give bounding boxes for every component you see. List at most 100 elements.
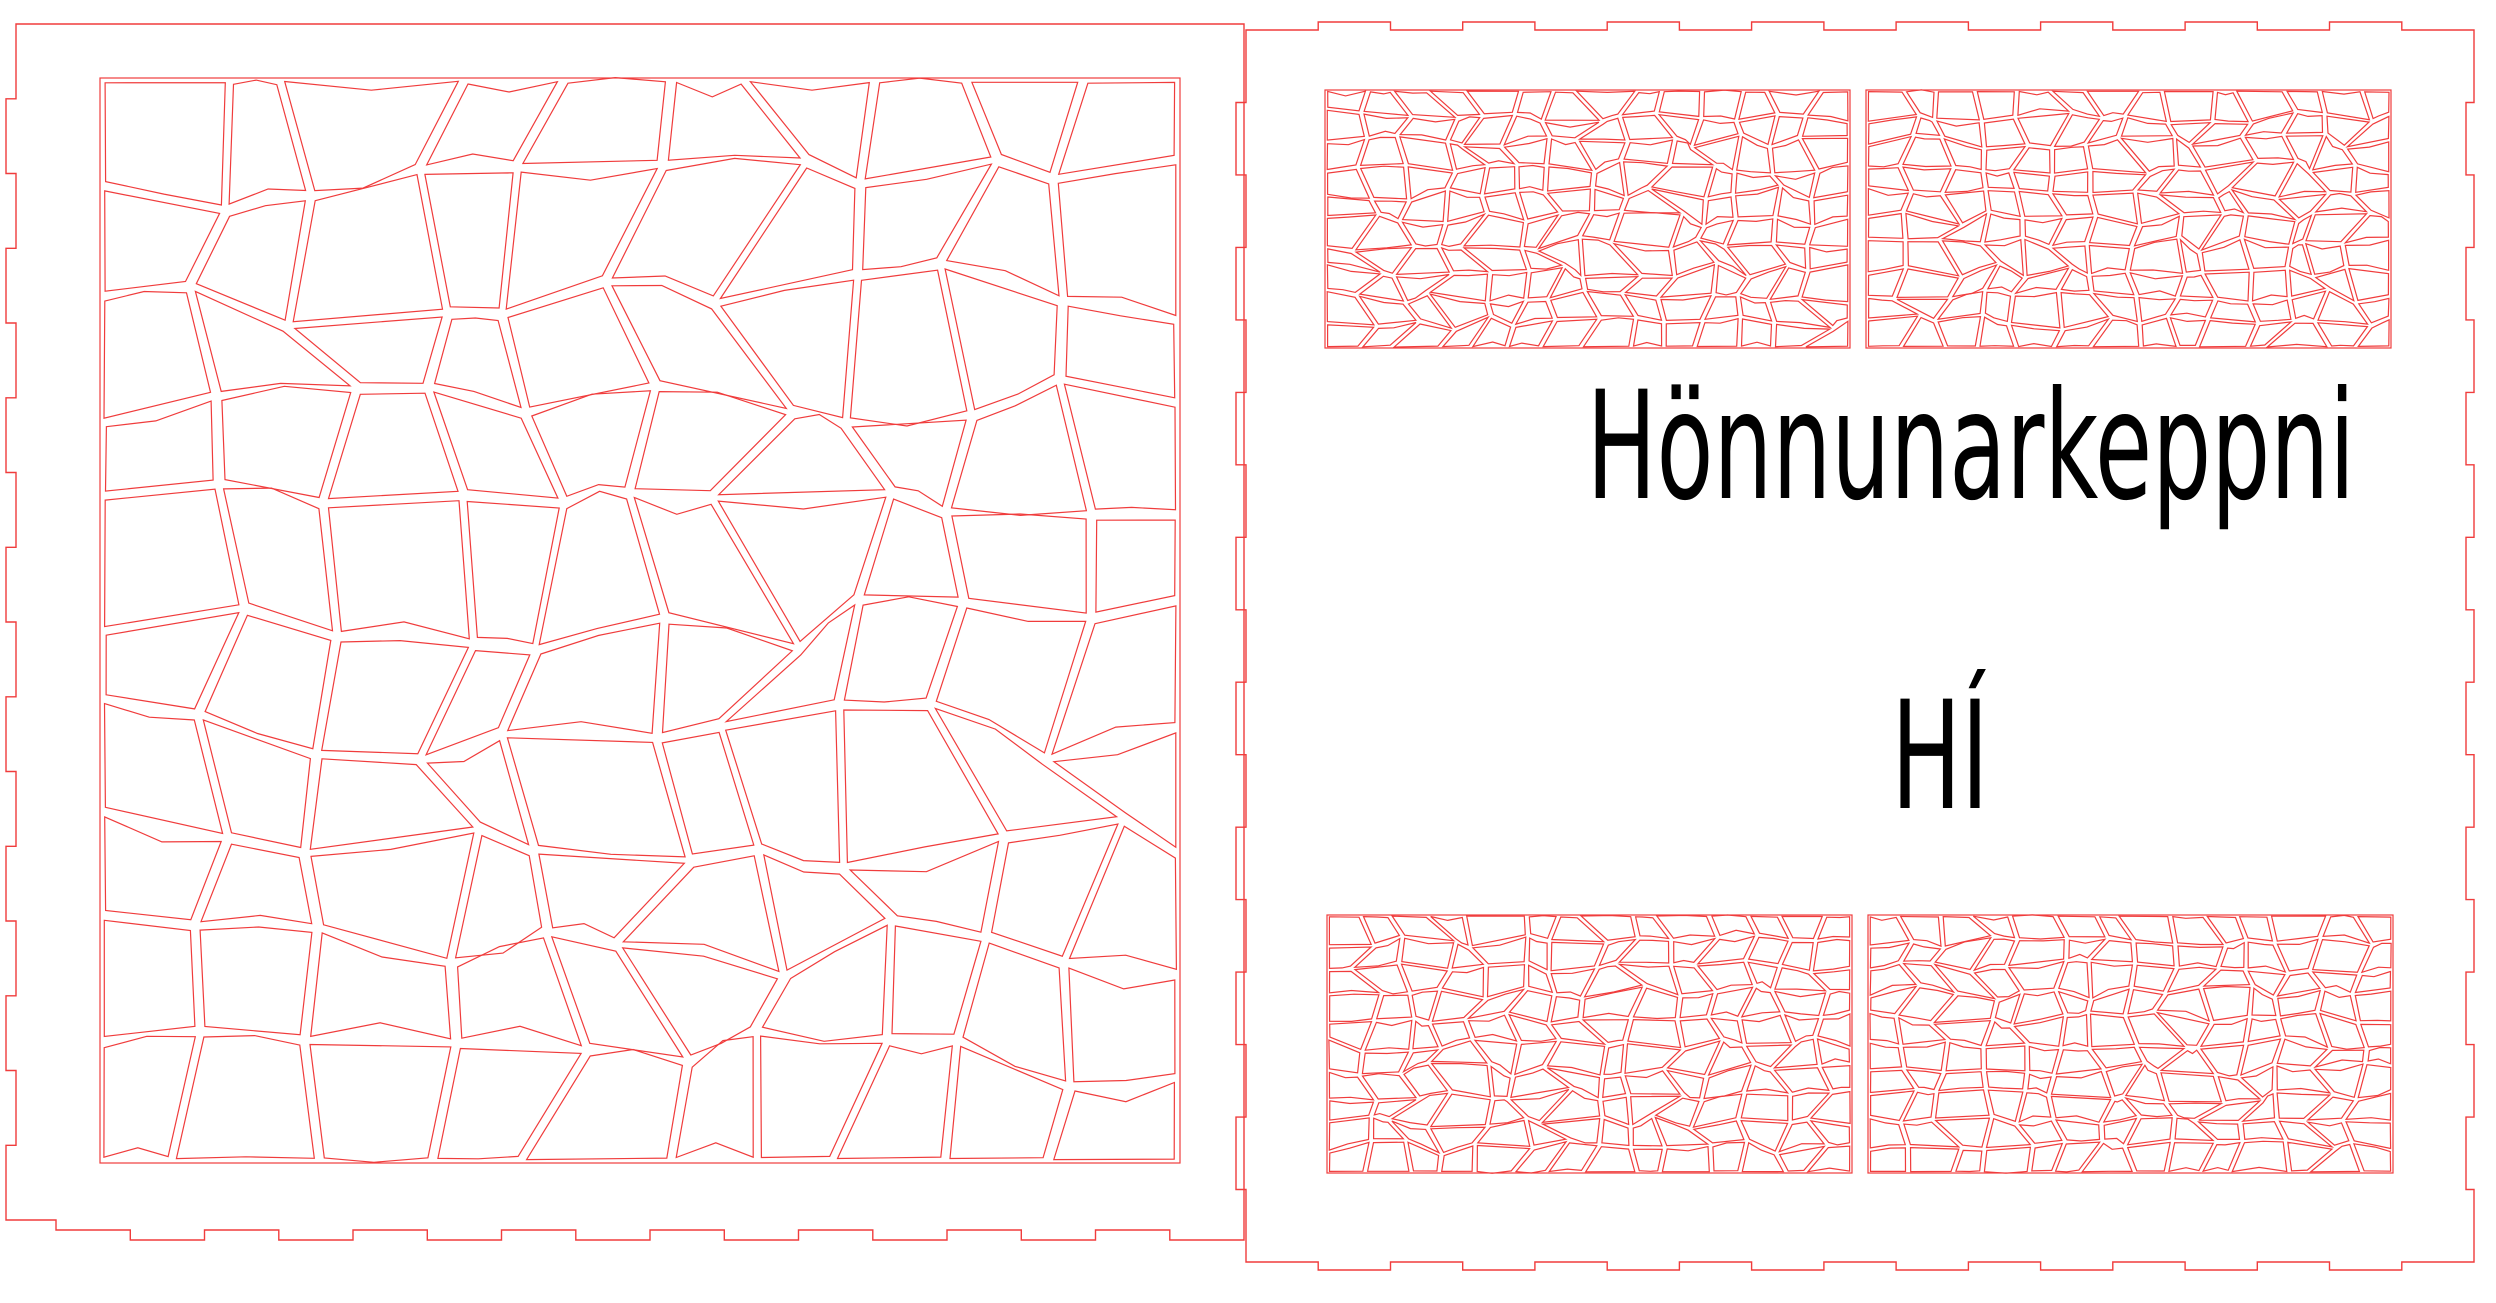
pattern-cell bbox=[2137, 192, 2181, 225]
pattern-cell bbox=[1936, 91, 1981, 121]
pattern-cell bbox=[538, 490, 661, 646]
pattern-cell bbox=[1441, 966, 1485, 998]
pattern-cell bbox=[103, 290, 212, 419]
pattern-cell bbox=[2200, 214, 2245, 252]
pattern-cell bbox=[1361, 321, 1417, 348]
pattern-cell bbox=[1940, 212, 1988, 243]
pattern-cell bbox=[1738, 91, 1776, 120]
pattern-cell bbox=[761, 924, 888, 1042]
pattern-cell bbox=[1363, 91, 1410, 117]
title-line-1: Hönnunarkeppni bbox=[1586, 360, 2356, 534]
pattern-cell bbox=[1584, 1146, 1636, 1173]
pattern-cell bbox=[1549, 291, 1598, 319]
pattern-cell bbox=[1489, 300, 1525, 324]
pattern-cell bbox=[2055, 317, 2111, 348]
pattern-cell bbox=[1741, 1141, 1785, 1173]
pattern-cell bbox=[1051, 605, 1177, 756]
pattern-cell bbox=[2058, 961, 2090, 999]
pattern-cell bbox=[424, 649, 531, 756]
pattern-cell bbox=[2124, 1096, 2174, 1118]
pattern-cell bbox=[1710, 1017, 1743, 1044]
pattern-cell bbox=[2050, 1070, 2112, 1099]
pattern-cell bbox=[1800, 298, 1848, 327]
pattern-cell bbox=[1984, 213, 2021, 243]
pattern-cell bbox=[1665, 321, 1701, 347]
pattern-cell bbox=[1972, 915, 2016, 939]
pattern-cell bbox=[1933, 1020, 1992, 1047]
pattern-cell bbox=[1693, 135, 1740, 171]
pattern-cell bbox=[1983, 118, 2026, 148]
pattern-cell bbox=[1549, 267, 1583, 299]
pattern-cell bbox=[1354, 215, 1413, 251]
pattern-cell bbox=[2209, 300, 2257, 323]
pattern-cell bbox=[1624, 1043, 1682, 1075]
pattern-cell bbox=[1672, 215, 1703, 248]
pattern-cell bbox=[2202, 985, 2251, 1022]
pattern-cell bbox=[327, 392, 459, 500]
pattern-cell bbox=[2270, 915, 2327, 942]
pattern-cell bbox=[1326, 264, 1382, 294]
pattern-cell bbox=[2204, 161, 2256, 195]
pattern-cell bbox=[1896, 298, 1949, 320]
pattern-cell bbox=[1768, 90, 1821, 115]
pattern-cell bbox=[1902, 1041, 1947, 1072]
pattern-cell bbox=[2031, 1142, 2064, 1172]
pattern-cell bbox=[2126, 91, 2168, 123]
pattern-cell bbox=[2247, 1018, 2281, 1043]
pattern-cell bbox=[1057, 81, 1176, 176]
pattern-cell bbox=[1983, 238, 2024, 277]
pattern-cell bbox=[1441, 315, 1490, 348]
pattern-cell bbox=[2007, 939, 2065, 967]
pattern-cell bbox=[2103, 1117, 2138, 1145]
pattern-cell bbox=[2317, 290, 2369, 325]
pattern-cell bbox=[2092, 292, 2139, 323]
title-line-2: HÍ bbox=[1891, 670, 1989, 844]
pattern-cell bbox=[2086, 90, 2140, 117]
pattern-cell bbox=[194, 290, 352, 393]
pattern-cell bbox=[521, 76, 667, 165]
pattern-cell bbox=[1707, 167, 1733, 198]
pattern-cell bbox=[2159, 1049, 2215, 1075]
pattern-cell bbox=[1905, 89, 1935, 119]
pattern-cell bbox=[1598, 938, 1637, 967]
pattern-cell bbox=[1867, 90, 1918, 122]
pattern-cell bbox=[1490, 1065, 1511, 1098]
pattern-cell bbox=[2052, 171, 2089, 193]
pattern-cell bbox=[2179, 274, 2214, 299]
pattern-cell bbox=[1602, 1096, 1630, 1126]
pattern-cell bbox=[1431, 990, 1484, 1023]
pattern-cell bbox=[1816, 1038, 1851, 1065]
pattern-cell bbox=[2163, 90, 2214, 123]
pattern-cell bbox=[2252, 299, 2292, 322]
pattern-cell bbox=[1896, 268, 1960, 299]
pattern-cell bbox=[2240, 1038, 2282, 1076]
pattern-cell bbox=[204, 614, 332, 750]
pattern-cell bbox=[1440, 1145, 1474, 1173]
pattern-cell bbox=[1632, 319, 1663, 347]
pattern-cell bbox=[310, 832, 475, 960]
pattern-cell bbox=[1429, 1126, 1487, 1154]
pattern-cell bbox=[1550, 916, 1606, 943]
pattern-frame bbox=[1867, 914, 2394, 1174]
pattern-cell bbox=[1909, 1146, 1960, 1173]
pattern-cell bbox=[1395, 273, 1450, 302]
pattern-cell bbox=[1774, 323, 1832, 348]
pattern-cell bbox=[1462, 247, 1528, 272]
pattern-cell bbox=[1542, 318, 1598, 348]
pattern-cell bbox=[1650, 166, 1714, 198]
pattern-cell bbox=[1869, 942, 1911, 969]
pattern-cell bbox=[851, 419, 967, 508]
pattern-cell bbox=[2158, 194, 2222, 214]
pattern-cell bbox=[1771, 115, 1804, 146]
pattern-cell bbox=[1447, 190, 1485, 223]
pattern-cell bbox=[759, 1035, 884, 1159]
pattern-cell bbox=[1358, 275, 1405, 302]
pattern-cell bbox=[1328, 970, 1381, 994]
pattern-cell bbox=[2354, 990, 2392, 1022]
pattern-cell bbox=[1548, 138, 1594, 172]
pattern-cell bbox=[1440, 246, 1490, 273]
pattern-cell bbox=[1651, 188, 1704, 226]
pattern-cell bbox=[1581, 1019, 1630, 1044]
pattern-cell bbox=[1358, 295, 1418, 325]
